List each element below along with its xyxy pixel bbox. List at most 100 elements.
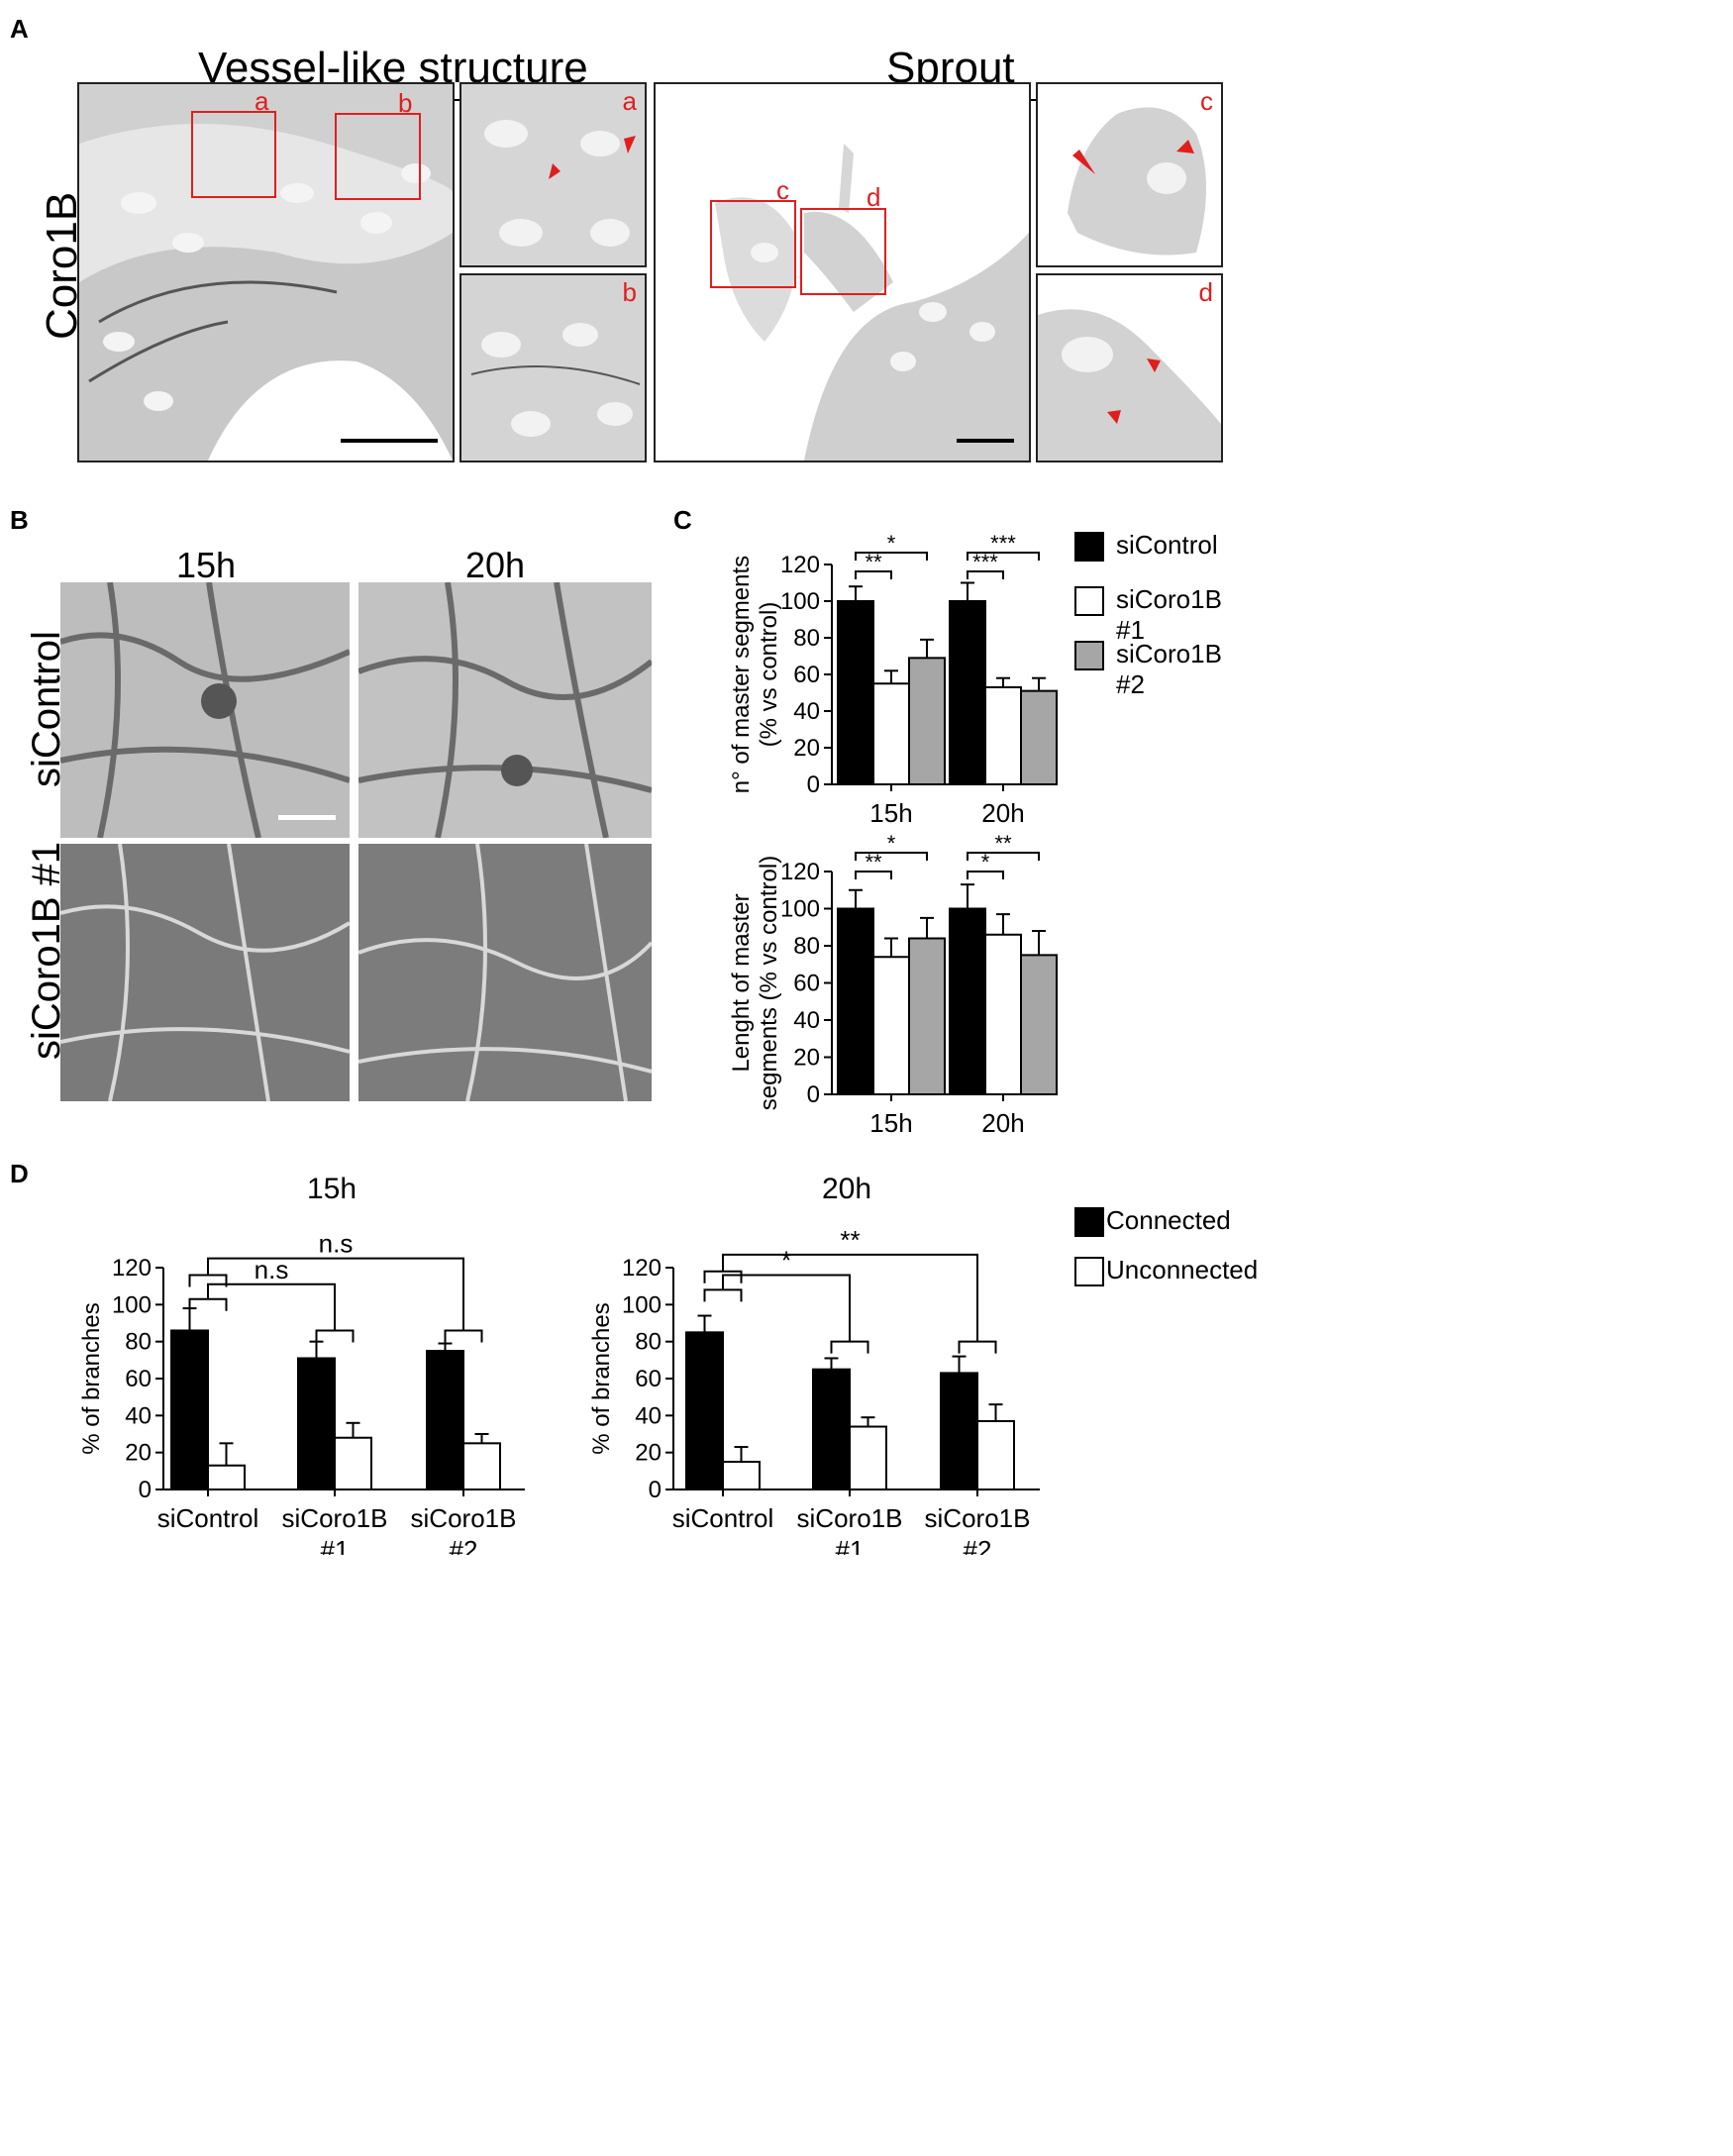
y-tick-label: 80: [793, 625, 820, 652]
significance-bracket: [722, 1253, 978, 1342]
bar: [976, 1419, 1015, 1490]
legend-label: siCoro1B #1: [1116, 584, 1222, 645]
inset-box-d: [800, 208, 886, 295]
significance-label: ***: [990, 535, 1016, 556]
legend-swatch: [1074, 641, 1104, 670]
x-tick-label-line: #1: [321, 1535, 350, 1555]
inset-box-a: [191, 111, 276, 198]
chart-title: 15h: [307, 1173, 357, 1205]
x-tick-label: 20h: [981, 798, 1024, 828]
bar: [812, 1368, 851, 1491]
inset-box-b-label: b: [398, 88, 413, 118]
significance-label: n.s: [255, 1255, 289, 1284]
micrograph-sprout: c d: [654, 82, 1031, 462]
significance-bracket: [967, 852, 1040, 861]
y-tick-label: 0: [807, 771, 820, 798]
y-tick-label: 100: [622, 1291, 662, 1318]
bar: [949, 907, 986, 1095]
significance-label: n.s: [319, 1229, 354, 1259]
y-tick-label: 120: [780, 859, 820, 885]
significance-label: **: [840, 1225, 860, 1255]
bar: [426, 1350, 464, 1490]
y-tick-label: 20: [793, 735, 820, 762]
bar: [1020, 954, 1058, 1095]
significance-bracket: [967, 871, 1004, 879]
y-tick-label: 0: [807, 1081, 820, 1108]
significance-bracket: [967, 570, 1004, 579]
y-tick-label: 120: [622, 1255, 662, 1282]
bar: [940, 1372, 978, 1490]
legend-swatch: [1074, 1207, 1104, 1237]
y-tick-label: 100: [780, 896, 820, 923]
micrograph-sicontrol-15h: [60, 582, 350, 838]
panel-letter-b: B: [10, 505, 29, 535]
x-tick-label: 15h: [869, 1108, 912, 1134]
x-tick-label: siCoro1B #2: [925, 1503, 1031, 1555]
legend-label: Connected: [1106, 1205, 1231, 1235]
x-tick-label-line: siCoro1B: [282, 1503, 388, 1533]
y-tick-label: 20: [125, 1440, 152, 1467]
y-tick-label: 120: [780, 552, 820, 578]
legend-swatch: [1074, 1257, 1104, 1286]
chart-title: 20h: [822, 1173, 871, 1205]
bar: [685, 1331, 724, 1490]
group-bracket: [958, 1340, 997, 1354]
significance-label: **: [994, 832, 1012, 856]
column-label-20h: 20h: [465, 545, 526, 585]
y-axis-label-line: % of branches: [78, 1302, 105, 1454]
y-axis-label-line: (% vs control): [756, 602, 782, 748]
y-tick-label: 60: [125, 1366, 152, 1392]
bar: [984, 685, 1022, 785]
x-tick-label-line: #2: [964, 1535, 992, 1555]
y-tick-label: 20: [793, 1045, 820, 1072]
bar: [1020, 689, 1058, 785]
column-label-15h: 15h: [176, 545, 237, 585]
y-tick-label: 40: [793, 1007, 820, 1034]
micrograph-vessel-structure: a b: [77, 82, 455, 462]
y-tick-label: 100: [780, 588, 820, 615]
y-tick-label: 40: [635, 1402, 662, 1429]
panel-letter-d: D: [10, 1159, 29, 1188]
y-axis-label-line: % of branches: [588, 1302, 615, 1454]
y-axis-label: n° of master segments(% vs control): [728, 556, 782, 793]
bar: [984, 933, 1022, 1095]
group-bracket: [315, 1329, 355, 1343]
y-axis-label-line: Lenght of master: [728, 893, 755, 1072]
bar: [837, 907, 874, 1095]
x-tick-label: siCoro1B #2: [411, 1503, 517, 1555]
x-tick-label-line: #1: [836, 1535, 865, 1555]
chart-branches-20h: 20h 0 20 40 60 80 100 120 % of branches siControl…: [588, 1173, 1040, 1555]
legend-label: siControl: [1116, 530, 1218, 560]
inset-box-a-label: a: [255, 86, 269, 116]
significance-bracket: [207, 1283, 336, 1331]
bar: [334, 1436, 372, 1491]
legend-label: Unconnected: [1106, 1255, 1259, 1284]
inset-box-c: [710, 200, 796, 288]
micrograph-inset-a: a: [459, 82, 647, 267]
significance-label: *: [887, 832, 896, 856]
y-axis-label-line: segments (% vs control): [756, 856, 782, 1110]
bar: [908, 937, 946, 1095]
x-tick-label-line: siCoro1B: [925, 1503, 1031, 1533]
significance-bracket: [967, 552, 1040, 561]
significance-label: **: [865, 550, 882, 574]
bar: [872, 956, 910, 1095]
significance-bracket: [207, 1257, 464, 1331]
y-axis-label-line: n° of master segments: [728, 556, 755, 793]
panel-letter-c: C: [673, 505, 692, 535]
significance-bracket: [855, 570, 892, 579]
inset-a-label: a: [622, 86, 637, 116]
inset-b-label: b: [622, 277, 637, 307]
inset-box-d-label: d: [866, 182, 881, 212]
y-tick-label: 120: [112, 1255, 152, 1282]
y-tick-label: 80: [635, 1329, 662, 1356]
micrograph-sicoro1b-20h: [358, 844, 652, 1101]
significance-label: *: [981, 850, 990, 874]
y-axis-label: Lenght of mastersegments (% vs control): [728, 856, 782, 1110]
y-tick-label: 60: [635, 1366, 662, 1392]
group-bracket: [830, 1340, 869, 1354]
x-tick-label: 15h: [869, 798, 912, 828]
y-tick-label: 20: [635, 1440, 662, 1467]
significance-label: *: [781, 1245, 791, 1275]
